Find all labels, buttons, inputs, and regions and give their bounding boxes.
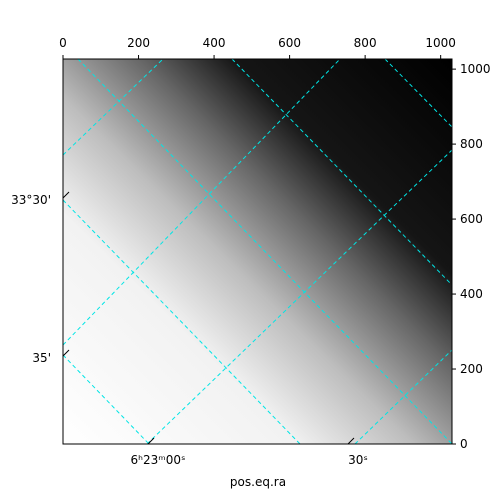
y-tick-label: 1000 — [460, 62, 491, 76]
x-tick-label: 800 — [354, 36, 377, 50]
coordinate-grid — [63, 59, 452, 444]
y-tick-label: 0 — [460, 437, 468, 451]
world-x-tick-label: 6ʰ23ᵐ00ˢ — [131, 453, 186, 467]
world-y-tick — [62, 349, 70, 357]
image — [63, 59, 452, 444]
x-tick-label: 200 — [127, 36, 150, 50]
world-x-tick-label: 30ˢ — [348, 453, 368, 467]
x-tick-label: 400 — [203, 36, 226, 50]
x-tick-label: 1000 — [425, 36, 456, 50]
world-y-tick-label: 35' — [32, 351, 51, 365]
y-tick-label: 400 — [460, 287, 483, 301]
axes-frame — [62, 58, 453, 445]
y-tick-label: 800 — [460, 137, 483, 151]
world-x-tick — [147, 437, 155, 445]
world-x-tick — [347, 437, 355, 445]
y-tick-label: 600 — [460, 212, 483, 226]
world-y-tick-label: 33°30' — [11, 193, 51, 207]
y-tick-label: 200 — [460, 362, 483, 376]
x-tick-label: 0 — [59, 36, 67, 50]
x-tick-label: 600 — [278, 36, 301, 50]
world-y-tick — [62, 191, 70, 199]
x-axis-label: pos.eq.ra — [230, 475, 286, 489]
